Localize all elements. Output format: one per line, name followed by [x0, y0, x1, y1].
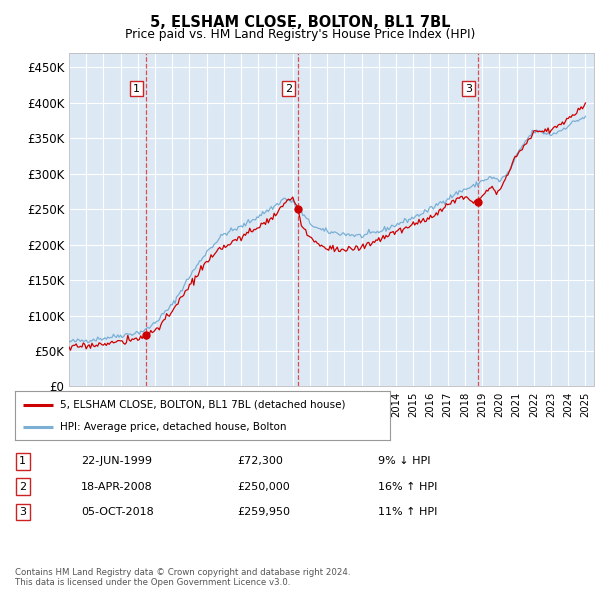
Text: £250,000: £250,000 — [237, 482, 290, 491]
Text: 5, ELSHAM CLOSE, BOLTON, BL1 7BL: 5, ELSHAM CLOSE, BOLTON, BL1 7BL — [150, 15, 450, 30]
Text: 5, ELSHAM CLOSE, BOLTON, BL1 7BL (detached house): 5, ELSHAM CLOSE, BOLTON, BL1 7BL (detach… — [60, 399, 346, 409]
Text: 11% ↑ HPI: 11% ↑ HPI — [378, 507, 437, 517]
Text: £72,300: £72,300 — [237, 457, 283, 466]
Text: HPI: Average price, detached house, Bolton: HPI: Average price, detached house, Bolt… — [60, 422, 287, 432]
Text: 3: 3 — [19, 507, 26, 517]
Text: Price paid vs. HM Land Registry's House Price Index (HPI): Price paid vs. HM Land Registry's House … — [125, 28, 475, 41]
Text: 18-APR-2008: 18-APR-2008 — [81, 482, 153, 491]
Text: 1: 1 — [133, 84, 140, 94]
Text: 9% ↓ HPI: 9% ↓ HPI — [378, 457, 431, 466]
Text: 1: 1 — [19, 457, 26, 466]
Text: 2: 2 — [19, 482, 26, 491]
Text: 05-OCT-2018: 05-OCT-2018 — [81, 507, 154, 517]
Text: 22-JUN-1999: 22-JUN-1999 — [81, 457, 152, 466]
Text: 3: 3 — [465, 84, 472, 94]
Text: £259,950: £259,950 — [237, 507, 290, 517]
Text: 16% ↑ HPI: 16% ↑ HPI — [378, 482, 437, 491]
Text: Contains HM Land Registry data © Crown copyright and database right 2024.
This d: Contains HM Land Registry data © Crown c… — [15, 568, 350, 587]
Text: 2: 2 — [285, 84, 292, 94]
